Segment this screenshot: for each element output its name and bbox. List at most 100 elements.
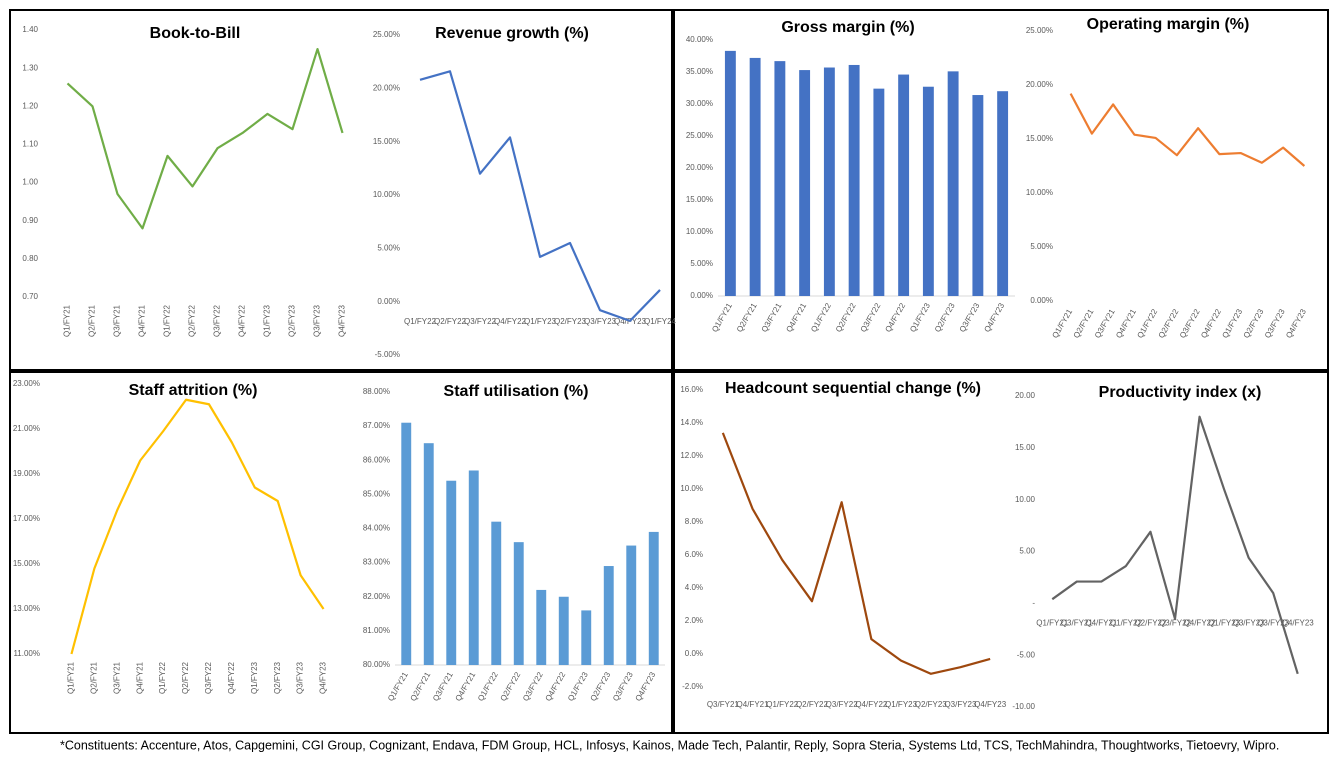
bar <box>513 542 524 665</box>
panel-frame <box>673 371 1329 734</box>
x-tick-label: Q3/FY22 <box>521 670 545 703</box>
y-tick-label: 80.00% <box>363 660 390 669</box>
y-tick-label: 1.20 <box>22 101 38 110</box>
y-tick-label: 13.00% <box>13 604 40 613</box>
x-tick-label: Q2/FY23 <box>933 301 957 334</box>
x-tick-label: Q1/FY23 <box>885 700 918 709</box>
y-tick-label: 30.00% <box>686 99 713 108</box>
x-tick-label: Q4/FY23 <box>1284 307 1308 340</box>
bar <box>997 91 1009 296</box>
x-tick-label: Q2/FY23 <box>288 304 297 337</box>
y-tick-label: -5.00 <box>1017 650 1036 659</box>
y-tick-label: 5.00% <box>690 259 713 268</box>
x-tick-label: Q1/FY22 <box>1110 618 1143 627</box>
x-tick-label: Q4/FY22 <box>1184 618 1217 627</box>
y-tick-label: 88.00% <box>363 387 390 396</box>
x-tick-label: Q3/FY21 <box>760 301 784 334</box>
x-tick-label: Q2/FY22 <box>499 670 523 703</box>
panel-frame <box>9 371 673 734</box>
x-tick-label: Q3/FY21 <box>112 661 121 694</box>
y-tick-label: 1.10 <box>22 140 38 149</box>
y-tick-label: 10.00% <box>686 227 713 236</box>
y-tick-label: 21.00% <box>13 424 40 433</box>
bar <box>848 64 860 297</box>
x-tick-label: Q4/FY23 <box>982 301 1006 334</box>
bar <box>922 86 934 296</box>
x-tick-label: Q4/FY21 <box>784 301 808 334</box>
x-tick-label: Q4/FY22 <box>494 317 527 326</box>
x-tick-label: Q1/FY23 <box>908 301 932 334</box>
y-tick-label: 19.00% <box>13 469 40 478</box>
chart-title: Revenue growth (%) <box>435 25 589 42</box>
x-tick-label: Q2/FY21 <box>88 304 97 337</box>
chart-title: Staff utilisation (%) <box>444 383 589 400</box>
x-tick-label: Q2/FY22 <box>796 700 829 709</box>
y-tick-label: 20.00% <box>686 163 713 172</box>
y-tick-label: 0.00% <box>377 297 400 306</box>
x-tick-label: Q1/FY21 <box>67 661 76 694</box>
x-tick-label: Q4/FY22 <box>238 304 247 337</box>
bar <box>947 71 959 296</box>
x-tick-label: Q1/FY21 <box>63 304 72 337</box>
bar <box>724 50 736 296</box>
x-tick-label: Q4/FY22 <box>227 661 236 694</box>
bar <box>423 443 434 665</box>
x-tick-label: Q2/FY21 <box>89 661 98 694</box>
footnote: *Constituents: Accenture, Atos, Capgemin… <box>60 738 1279 752</box>
bar <box>823 67 835 297</box>
y-tick-label: 23.00% <box>13 379 40 388</box>
x-tick-label: Q3/FY22 <box>464 317 497 326</box>
y-tick-label: 84.00% <box>363 524 390 533</box>
y-tick-label: 10.00% <box>1026 188 1053 197</box>
x-tick-label: Q3/FY23 <box>611 670 635 703</box>
y-tick-label: 85.00% <box>363 489 390 498</box>
x-tick-label: Q3/FY23 <box>584 317 617 326</box>
x-tick-label: Q4/FY21 <box>1085 618 1118 627</box>
bar <box>603 566 614 665</box>
x-tick-label: Q3/FY21 <box>431 670 455 703</box>
line-series <box>70 398 325 655</box>
chart-title: Book-to-Bill <box>150 25 241 42</box>
y-tick-label: 83.00% <box>363 558 390 567</box>
x-tick-label: Q3/FY22 <box>213 304 222 337</box>
x-tick-label: Q2/FY21 <box>735 301 759 334</box>
y-tick-label: 5.00% <box>377 243 400 252</box>
bar <box>491 521 502 665</box>
y-tick-label: -10.00 <box>1012 702 1035 711</box>
y-tick-label: 5.00 <box>1019 547 1035 556</box>
x-tick-label: Q3/FY23 <box>1257 618 1290 627</box>
y-tick-label: 10.0% <box>680 484 703 493</box>
x-tick-label: Q4/FY23 <box>319 661 328 694</box>
x-tick-label: Q3/FY22 <box>204 661 213 694</box>
x-tick-label: Q2/FY23 <box>554 317 587 326</box>
y-tick-label: 15.00% <box>373 137 400 146</box>
x-tick-label: Q1/FY22 <box>404 317 437 326</box>
y-tick-label: 16.0% <box>680 385 703 394</box>
x-tick-label: Q2/FY23 <box>589 670 613 703</box>
bar <box>536 589 547 665</box>
x-tick-label: Q4/FY21 <box>135 661 144 694</box>
y-tick-label: 15.00% <box>1026 134 1053 143</box>
y-tick-label: 0.80 <box>22 254 38 263</box>
x-tick-label: Q3/FY23 <box>944 700 977 709</box>
x-tick-label: Q2/FY22 <box>1134 618 1167 627</box>
x-tick-label: Q1/FY24 <box>644 317 677 326</box>
x-tick-label: Q4/FY22 <box>855 700 888 709</box>
bar <box>799 70 811 296</box>
bar <box>401 422 412 665</box>
y-tick-label: 0.70 <box>22 292 38 301</box>
x-tick-label: Q4/FY21 <box>138 304 147 337</box>
y-tick-label: 20.00% <box>373 83 400 92</box>
x-tick-label: Q2/FY21 <box>409 670 433 703</box>
y-tick-label: 82.00% <box>363 592 390 601</box>
x-tick-label: Q3/FY22 <box>859 301 883 334</box>
bar <box>774 61 786 297</box>
y-tick-label: 20.00 <box>1015 391 1036 400</box>
chart-title: Headcount sequential change (%) <box>725 380 981 397</box>
y-tick-label: 17.00% <box>13 514 40 523</box>
y-tick-label: 0.00% <box>1030 296 1053 305</box>
y-tick-label: 15.00 <box>1015 443 1036 452</box>
x-tick-label: Q4/FY22 <box>883 301 907 334</box>
x-tick-label: Q2/FY22 <box>181 661 190 694</box>
